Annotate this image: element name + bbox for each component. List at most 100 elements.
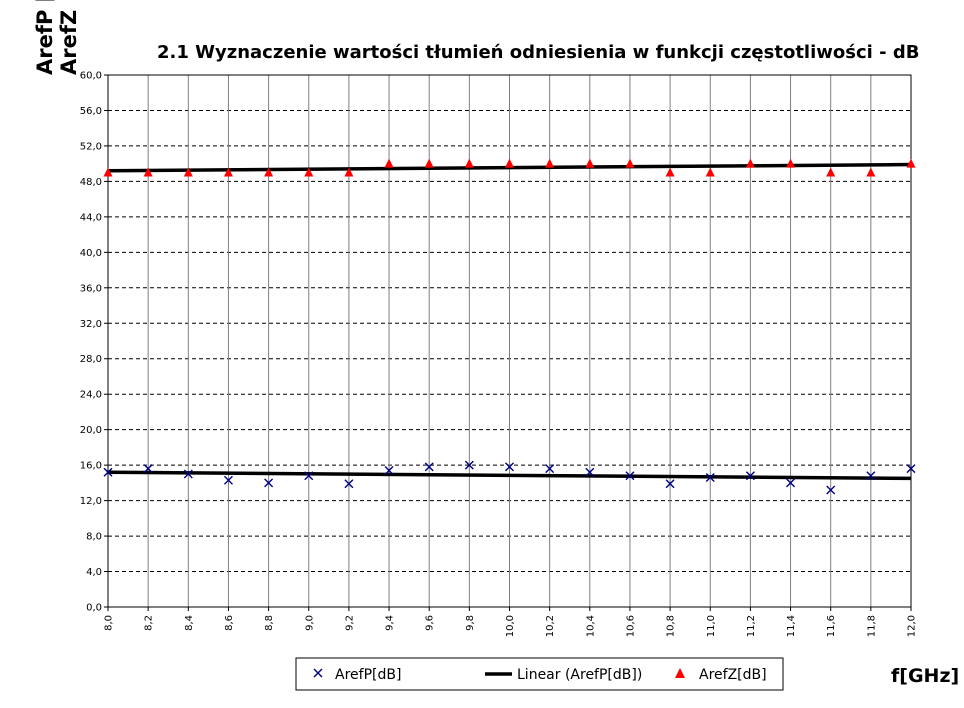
legend-marker-arefz — [675, 668, 685, 678]
arefp-point-stroke — [304, 471, 314, 481]
y-tick-labels: 0,0 4,0 8,0 12,0 16,0 20,0 24,0 28,0 32,0 36,0 40,… — [80, 71, 102, 614]
arefp-point — [826, 485, 836, 495]
arefz-point — [745, 158, 755, 168]
x-axis-label: f[GHz] — [891, 665, 959, 687]
y-tick-label: 4,0 — [86, 567, 102, 578]
arefp-point-stroke — [786, 478, 796, 488]
y-tick-label: 24,0 — [80, 390, 102, 401]
y-tick-label: 12,0 — [80, 496, 102, 507]
arefp-point — [505, 462, 514, 472]
x-tick-label: 9,8 — [465, 615, 476, 631]
arefp-point-stroke — [625, 471, 635, 481]
x-tick-label: 9,2 — [344, 615, 355, 631]
legend-label-arefp: ArefP[dB] — [335, 667, 401, 683]
legend-label-linear: Linear (ArefP[dB]) — [517, 667, 642, 683]
arefp-point-stroke — [866, 471, 876, 481]
arefz-point — [866, 167, 876, 177]
y-axis-label-line-2: ArefZ — [57, 10, 81, 75]
arefp-point-stroke — [705, 473, 715, 483]
arefz-point — [906, 158, 916, 168]
arefp-point-stroke — [665, 479, 675, 489]
axes — [104, 74, 912, 611]
arefp-point — [585, 467, 595, 477]
legend-label-arefz: ArefZ[dB] — [699, 667, 767, 683]
arefz-point — [826, 167, 836, 177]
arefz-point — [464, 158, 474, 168]
y-tick-label: 20,0 — [80, 425, 102, 436]
x-tick-label: 11,2 — [746, 615, 757, 637]
arefp-point-stroke — [545, 464, 555, 474]
arefz-point — [183, 167, 193, 177]
y-tick-label: 8,0 — [86, 532, 102, 543]
arefz-point — [424, 158, 434, 168]
y-tick-label: 52,0 — [80, 141, 102, 152]
y-tick-label: 40,0 — [80, 248, 102, 259]
arefp-point-stroke — [505, 462, 514, 472]
arefz-point — [143, 167, 153, 177]
arefp-point — [665, 479, 675, 489]
y-tick-label: 32,0 — [80, 319, 102, 330]
arefp-point-stroke — [464, 460, 474, 470]
chart-title: 2.1 Wyznaczenie wartości tłumień odniesi… — [157, 42, 919, 63]
x-tick-label: 9,0 — [304, 615, 315, 631]
arefp-point-stroke — [103, 467, 113, 477]
x-tick-label: 11,0 — [706, 615, 717, 637]
data-points — [103, 158, 916, 495]
arefz-point — [665, 167, 675, 177]
arefp-point — [344, 479, 354, 489]
arefz-point — [545, 158, 555, 168]
arefz-point — [344, 167, 354, 177]
arefz-point — [103, 167, 113, 177]
legend-box — [295, 657, 784, 691]
arefp-point — [545, 464, 555, 474]
arefp-point — [464, 460, 474, 470]
x-tick-label: 10,2 — [545, 615, 556, 637]
x-tick-label: 10,6 — [625, 615, 636, 637]
arefz-point — [505, 158, 514, 168]
y-tick-label: 28,0 — [80, 354, 102, 365]
y-tick-label: 60,0 — [80, 71, 102, 82]
y-axis-label-line-1: ArefP [dB] — [33, 0, 57, 75]
plot-border — [107, 74, 912, 608]
arefp-point-stroke — [344, 479, 354, 489]
y-tick-label: 0,0 — [86, 603, 102, 614]
x-tick-label: 8,6 — [224, 615, 235, 631]
x-tick-label: 8,2 — [144, 615, 155, 631]
x-tick-label: 9,4 — [385, 615, 396, 631]
arefp-point — [786, 478, 796, 488]
arefz-point — [384, 158, 394, 168]
x-tick-labels: 8,0 8,2 8,4 8,6 8,8 9,0 9,2 9,4 9,6 9,8 10,0 10,2 10… — [104, 615, 918, 637]
arefp-point — [866, 471, 876, 481]
trend-line — [107, 470, 912, 481]
arefz-point — [786, 158, 796, 168]
arefz-point — [264, 167, 274, 177]
y-tick-label: 56,0 — [80, 106, 102, 117]
x-tick-label: 8,8 — [264, 615, 275, 631]
arefz-point — [705, 167, 715, 177]
arefp-point — [705, 473, 715, 483]
arefp-point — [906, 464, 916, 474]
legend: ArefP[dB] Linear (ArefP[dB]) ArefZ[dB] — [295, 657, 784, 691]
arefz-point — [304, 167, 314, 177]
arefp-point-stroke — [826, 485, 836, 495]
arefp-point-stroke — [143, 464, 153, 474]
arefp-point-stroke — [585, 467, 595, 477]
arefz-point — [223, 167, 233, 177]
arefp-point-stroke — [424, 462, 434, 472]
plot-area: 0,0 4,0 8,0 12,0 16,0 20,0 24,0 28,0 32,0 36,0 40,… — [80, 71, 918, 638]
arefp-point-stroke — [906, 464, 916, 474]
grid — [108, 74, 911, 607]
x-tick-label: 9,6 — [425, 615, 436, 631]
y-tick-label: 44,0 — [80, 212, 102, 223]
x-tick-label: 11,8 — [866, 615, 877, 637]
arefp-point-stroke — [384, 465, 394, 475]
x-tick-label: 11,4 — [786, 615, 797, 637]
y-tick-label: 36,0 — [80, 283, 102, 294]
x-tick-label: 8,0 — [104, 615, 115, 631]
arefp-point — [264, 478, 274, 488]
x-tick-label: 8,4 — [184, 615, 195, 631]
arefp-point — [183, 469, 193, 479]
arefz-point — [625, 158, 635, 168]
x-tick-label: 11,6 — [826, 615, 837, 637]
